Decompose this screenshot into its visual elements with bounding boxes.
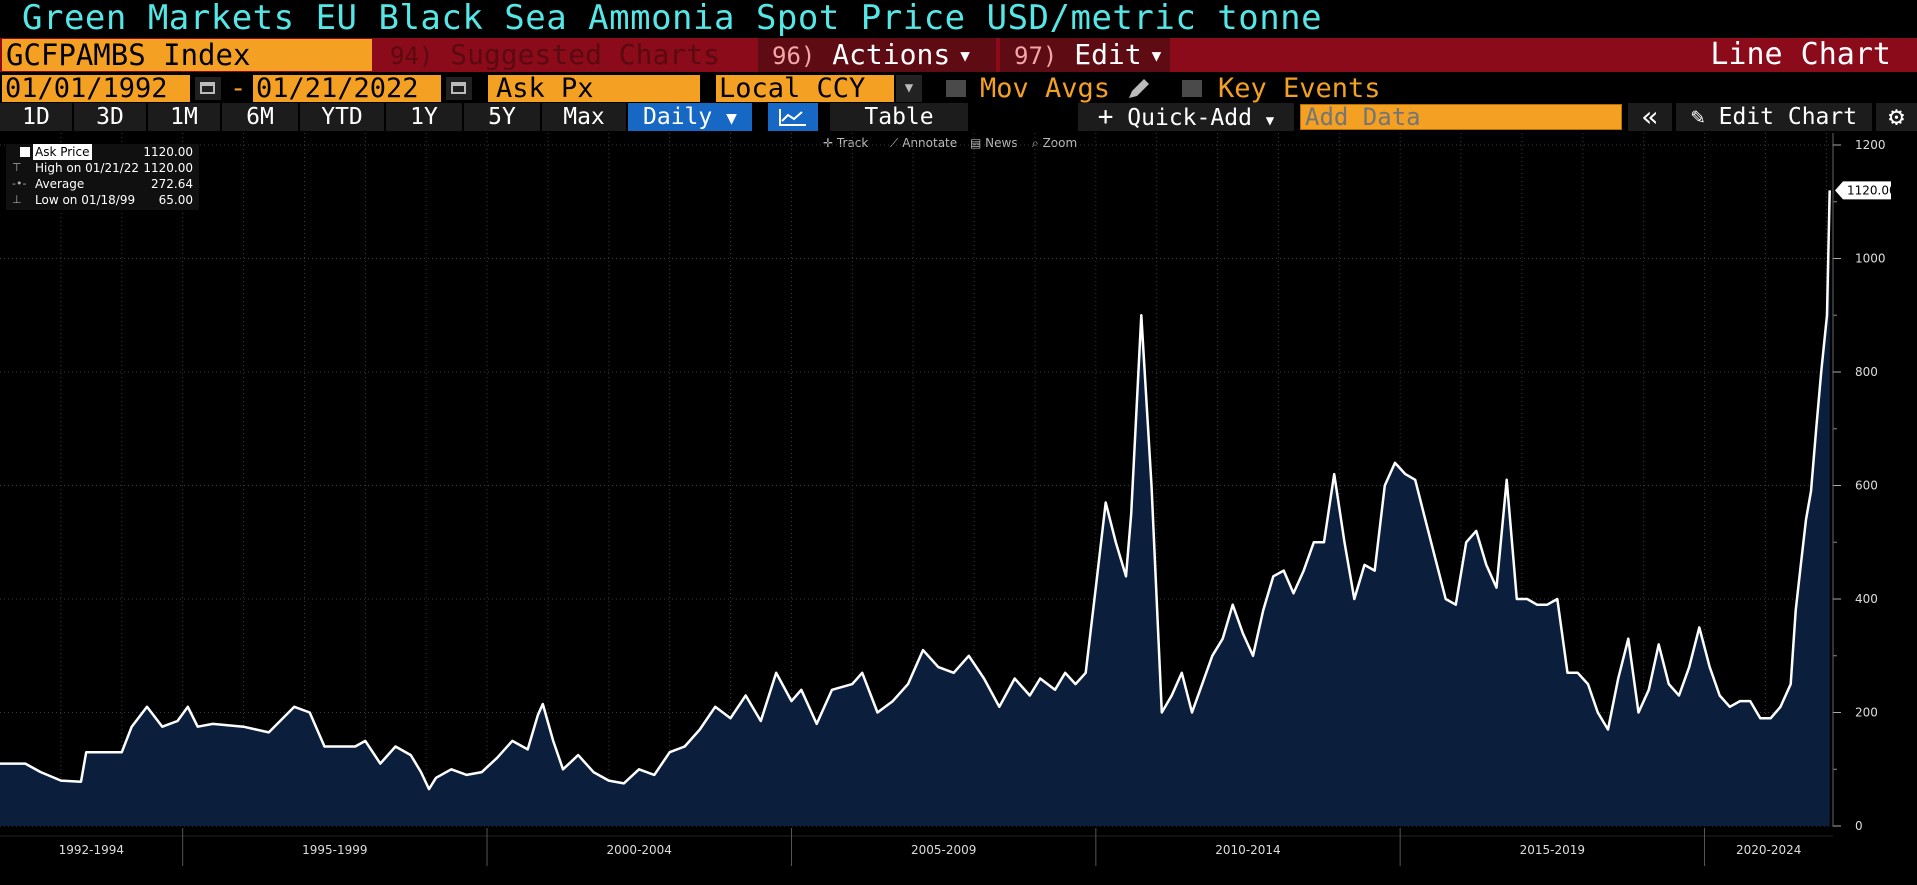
legend-row-ask-price: Ask Price 1120.00 <box>6 144 199 160</box>
range-1m-button[interactable]: 1M <box>148 103 220 131</box>
legend-row-high: ⊤ High on 01/21/22 1120.00 <box>6 160 199 176</box>
actions-number: 96) <box>772 42 816 70</box>
series-line <box>0 190 1831 791</box>
x-tick-label: 2015-2019 <box>1520 843 1585 857</box>
x-tick-label: 2005-2009 <box>911 843 976 857</box>
quick-add-label: Quick-Add <box>1127 105 1252 131</box>
chart-legend: Ask Price 1120.00 ⊤ High on 01/21/22 112… <box>6 144 199 210</box>
legend-row-average: -•- Average 272.64 <box>6 176 199 192</box>
news-icon: ▤ <box>970 136 982 150</box>
annotate-tool[interactable]: ⟋ Annotate <box>890 136 957 151</box>
suggested-charts-button[interactable]: 94) Suggested Charts <box>376 38 750 72</box>
quick-add-button[interactable]: + Quick-Add ▼ <box>1078 103 1294 131</box>
edit-label: Edit <box>1074 38 1142 71</box>
key-events-label: Key Events <box>1218 73 1381 104</box>
range-ytd-button[interactable]: YTD <box>300 103 384 131</box>
pencil-icon[interactable] <box>1126 77 1152 101</box>
collapse-double-chevron-icon[interactable]: « <box>1628 103 1672 131</box>
legend-value: 1120.00 <box>143 161 193 175</box>
x-tick-label: 2020-2024 <box>1736 843 1801 857</box>
line-chart-icon <box>779 109 806 126</box>
mov-avgs-checkbox[interactable] <box>946 80 966 97</box>
y-tick-label: 0 <box>1855 819 1863 833</box>
x-tick-label: 1995-1999 <box>302 843 367 857</box>
suggested-charts-label: Suggested Charts <box>450 38 720 71</box>
crosshair-icon: ✛ <box>823 136 834 150</box>
price-field-select[interactable]: Ask Px <box>488 75 700 102</box>
x-tick-label: 2000-2004 <box>607 843 672 857</box>
legend-value: 65.00 <box>158 193 193 207</box>
edit-chart-button[interactable]: ✎ Edit Chart <box>1676 103 1872 131</box>
legend-value: 1120.00 <box>143 145 193 159</box>
chevron-down-icon: ▼ <box>1151 46 1162 65</box>
pencil-icon: ✎ <box>1690 104 1705 130</box>
legend-value: 272.64 <box>151 177 193 191</box>
range-5y-button[interactable]: 5Y <box>464 103 540 131</box>
frequency-label: Daily <box>643 104 713 130</box>
suggested-charts-number: 94) <box>390 42 434 70</box>
track-tool-label: Track <box>836 136 869 150</box>
end-date-field[interactable]: 01/21/2022 <box>253 75 441 102</box>
actions-label: Actions <box>832 38 951 71</box>
legend-label: High on 01/21/22 <box>33 160 142 176</box>
price-chart[interactable]: 0 200 400 600 800 1000 1200 1120.00 1992-1994 199… <box>0 133 1917 885</box>
edit-number: 97) <box>1014 42 1058 70</box>
news-tool[interactable]: ▤ News <box>970 136 1018 150</box>
y-tick-label: 600 <box>1855 479 1878 493</box>
currency-select[interactable]: Local CCY <box>716 75 894 102</box>
chevron-down-icon: ▼ <box>1265 113 1275 129</box>
frequency-select[interactable]: Daily ▼ <box>628 103 752 131</box>
y-tick-label: 200 <box>1855 706 1878 720</box>
calendar-icon[interactable] <box>195 77 221 100</box>
chart-type-label[interactable]: Line Chart <box>1710 37 1891 72</box>
page-title: Green Markets EU Black Sea Ammonia Spot … <box>22 0 1323 38</box>
key-events-checkbox[interactable] <box>1182 80 1202 97</box>
series-swatch <box>20 147 30 157</box>
last-value-label: 1120.00 <box>1847 183 1897 197</box>
news-tool-label: News <box>985 136 1018 150</box>
table-button[interactable]: Table <box>830 103 968 131</box>
line-chart-toggle[interactable] <box>768 103 818 131</box>
date-separator: - <box>230 73 247 104</box>
chevron-down-icon: ▼ <box>960 46 970 65</box>
legend-label: Ask Price <box>33 144 92 160</box>
actions-menu-button[interactable]: 96) Actions ▼ <box>758 38 996 72</box>
zoom-tool[interactable]: ⌕ Zoom <box>1032 136 1077 151</box>
chevron-down-icon: ▼ <box>726 108 737 129</box>
range-1y-button[interactable]: 1Y <box>386 103 462 131</box>
legend-row-low: ⊥ Low on 01/18/99 65.00 <box>6 192 199 208</box>
range-3d-button[interactable]: 3D <box>74 103 146 131</box>
y-tick-label: 1000 <box>1855 252 1886 266</box>
x-tick-label: 2010-2014 <box>1215 843 1280 857</box>
edit-chart-label: Edit Chart <box>1718 104 1858 130</box>
edit-menu-button[interactable]: 97) Edit ▼ <box>1000 38 1170 72</box>
mov-avgs-label: Mov Avgs <box>980 73 1111 104</box>
legend-label: Low on 01/18/99 <box>33 192 138 208</box>
magnifier-icon: ⌕ <box>1032 136 1039 150</box>
start-date-field[interactable]: 01/01/1992 <box>2 75 190 102</box>
range-6m-button[interactable]: 6M <box>222 103 298 131</box>
low-marker-icon: ⊥ <box>12 193 22 206</box>
series-area <box>0 190 1830 826</box>
gear-icon[interactable]: ⚙ <box>1876 103 1917 131</box>
range-max-button[interactable]: Max <box>542 103 626 131</box>
track-tool[interactable]: ✛ Track <box>823 136 868 150</box>
line-draw-icon: ⟋ <box>890 136 899 150</box>
chevron-down-icon[interactable]: ▼ <box>896 75 922 102</box>
legend-label: Average <box>33 176 87 192</box>
ticker-field[interactable]: GCFPAMBS Index <box>2 39 372 71</box>
x-tick-label: 1992-1994 <box>59 843 124 857</box>
high-marker-icon: ⊤ <box>12 161 22 174</box>
add-data-input[interactable] <box>1300 104 1622 130</box>
average-marker-icon: -•- <box>12 177 27 190</box>
range-1d-button[interactable]: 1D <box>0 103 72 131</box>
y-tick-label: 1200 <box>1855 138 1886 152</box>
calendar-icon[interactable] <box>446 77 472 100</box>
last-value-marker <box>1835 181 1891 200</box>
annotate-tool-label: Annotate <box>902 136 958 150</box>
zoom-tool-label: Zoom <box>1042 136 1078 150</box>
y-tick-label: 400 <box>1855 592 1878 606</box>
y-tick-label: 800 <box>1855 365 1878 379</box>
plus-icon: + <box>1097 102 1114 132</box>
